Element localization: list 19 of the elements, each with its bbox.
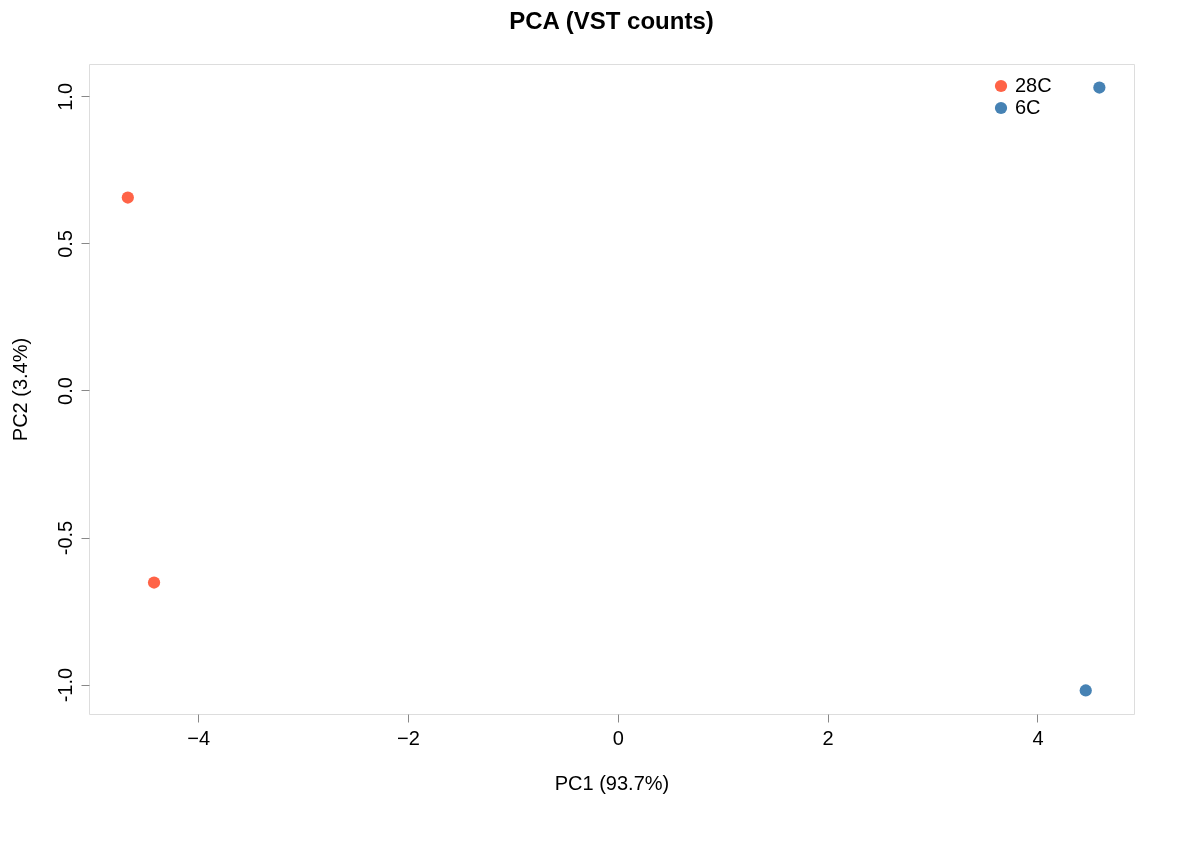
y-tick-label: -0.5 xyxy=(53,520,76,556)
y-tick-label: -1.0 xyxy=(53,667,76,703)
x-tick-label: 4 xyxy=(1032,726,1044,749)
point xyxy=(121,191,134,204)
y-axis-title: PC2 (3.4%) xyxy=(8,337,31,442)
legend-label: 6C xyxy=(1015,96,1041,118)
x-tick-label: −4 xyxy=(187,726,211,749)
x-tick-label: 0 xyxy=(612,726,624,749)
legend-label: 28C xyxy=(1015,74,1052,96)
x-axis-title: PC1 (93.7%) xyxy=(554,771,670,794)
chart-title: PCA (VST counts) xyxy=(509,7,714,34)
point xyxy=(1093,81,1106,94)
x-tick-label: 2 xyxy=(822,726,834,749)
point xyxy=(1079,684,1092,697)
y-tick-label: 0.5 xyxy=(53,230,76,258)
y-tick-label: 1.0 xyxy=(53,82,76,111)
point xyxy=(147,576,161,589)
x-tick-label: −2 xyxy=(397,726,420,749)
y-tick-label: 0.0 xyxy=(53,377,76,405)
